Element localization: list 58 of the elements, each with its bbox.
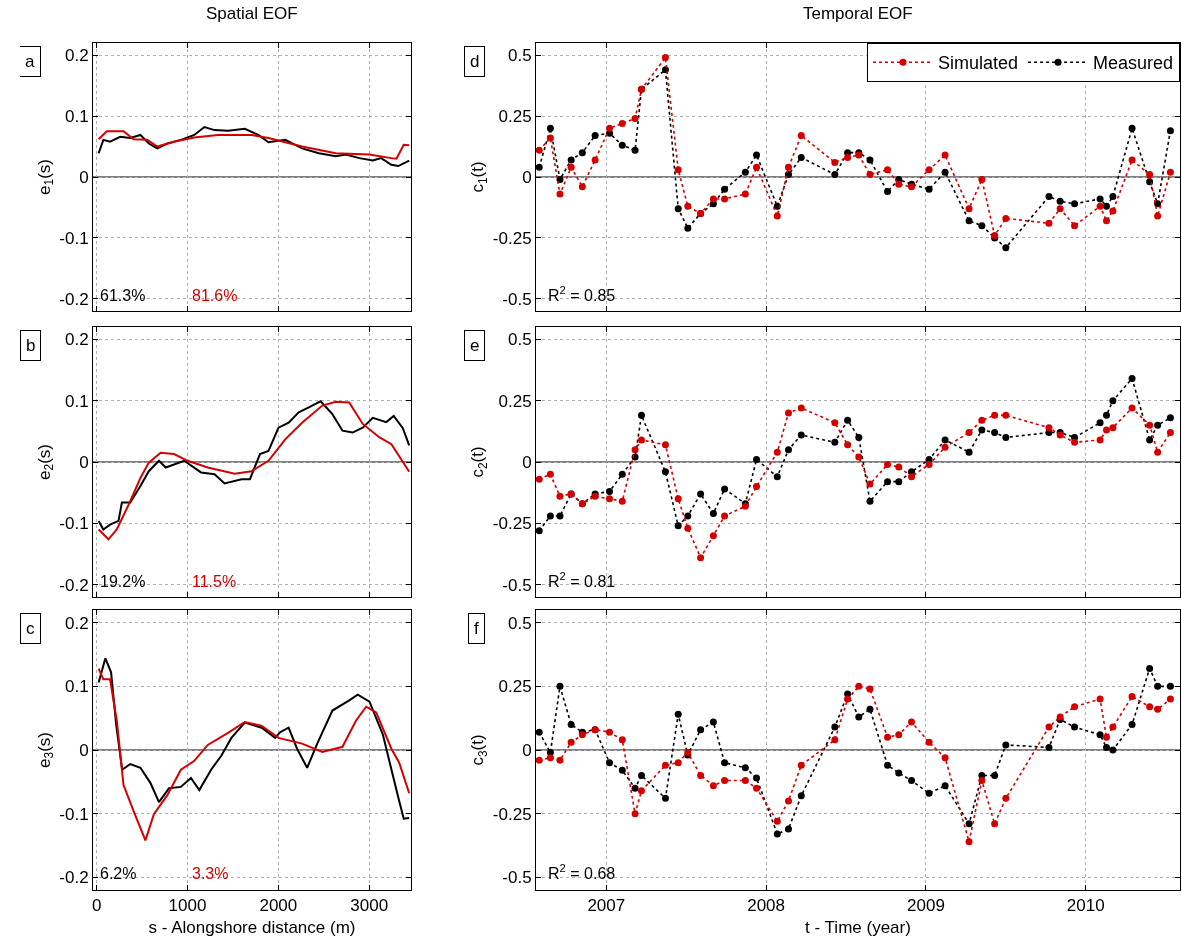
y-tick-label: 0.1 bbox=[64, 107, 89, 127]
annotation: 11.5% bbox=[192, 573, 237, 590]
y-tick-label: -0.2 bbox=[59, 575, 89, 595]
y-tick-label: 0.2 bbox=[64, 46, 89, 66]
x-axis-title: t - Time (year) bbox=[805, 917, 911, 937]
annotation: 3.3% bbox=[192, 865, 229, 882]
y-tick-label: -0.2 bbox=[59, 868, 89, 888]
y-tick-label: 0.1 bbox=[64, 391, 89, 411]
y-tick-label: -0.5 bbox=[502, 289, 532, 309]
y-tick-label: 0 bbox=[522, 740, 532, 760]
annotation: R$^{2}$ = 0.68 bbox=[548, 862, 616, 882]
chart-title: Temporal EOF bbox=[803, 4, 913, 23]
x-tick-label: 2007 bbox=[587, 896, 626, 916]
y-tick-label: 0 bbox=[522, 452, 532, 472]
x-tick-label: 1000 bbox=[168, 896, 207, 916]
y-tick-label: -0.5 bbox=[502, 868, 532, 888]
y-tick-label: 0.25 bbox=[498, 391, 532, 411]
legend-label: Simulated bbox=[938, 53, 1019, 74]
y-tick-label: -0.5 bbox=[502, 575, 532, 595]
x-tick-label: 2010 bbox=[1066, 896, 1105, 916]
y-tick-label: -0.2 bbox=[59, 289, 89, 309]
text: c bbox=[26, 619, 35, 638]
y-tick-label: -0.25 bbox=[492, 514, 532, 534]
x-tick-label: 2008 bbox=[747, 896, 786, 916]
annotation: R$^{2}$ = 0.85 bbox=[548, 284, 616, 304]
annotation: R$^{2}$ = 0.81 bbox=[548, 570, 616, 590]
y-tick-label: -0.1 bbox=[59, 804, 89, 824]
y-tick-label: 0 bbox=[522, 167, 532, 187]
text: b bbox=[26, 336, 36, 355]
text: d bbox=[470, 52, 480, 71]
y-tick-label: -0.1 bbox=[59, 228, 89, 248]
y-tick-label: 0.5 bbox=[507, 46, 532, 66]
annotation: 19.2% bbox=[100, 573, 146, 590]
annotation: 6.2% bbox=[100, 865, 137, 882]
y-tick-label: -0.25 bbox=[492, 228, 532, 248]
chart-title: Spatial EOF bbox=[206, 4, 298, 23]
y-tick-label: -0.1 bbox=[59, 514, 89, 534]
y-tick-label: 0 bbox=[79, 167, 89, 187]
y-tick-label: 0.2 bbox=[64, 330, 89, 350]
y-tick-label: 0.25 bbox=[498, 677, 532, 697]
x-tick-label: 2009 bbox=[907, 896, 945, 916]
text: e bbox=[470, 336, 480, 355]
y-tick-label: 0.2 bbox=[64, 613, 89, 633]
y-tick-label: 0.5 bbox=[507, 330, 532, 350]
y-tick-label: 0 bbox=[79, 740, 89, 760]
x-tick-label: 3000 bbox=[350, 896, 389, 916]
y-tick-label: 0.25 bbox=[498, 107, 532, 127]
text: a bbox=[25, 52, 35, 71]
y-tick-label: 0.5 bbox=[507, 613, 532, 633]
y-tick-label: 0.1 bbox=[64, 677, 89, 697]
y-tick-label: 0 bbox=[79, 452, 89, 472]
annotation: 61.3% bbox=[100, 287, 146, 304]
legend-label: Measured bbox=[1093, 53, 1174, 74]
y-tick-label: -0.25 bbox=[492, 804, 532, 824]
x-axis-title: s - Alongshore distance (m) bbox=[148, 917, 356, 937]
annotation: 81.6% bbox=[192, 287, 238, 304]
x-tick-label: 2000 bbox=[259, 896, 298, 916]
text: f bbox=[474, 619, 479, 638]
